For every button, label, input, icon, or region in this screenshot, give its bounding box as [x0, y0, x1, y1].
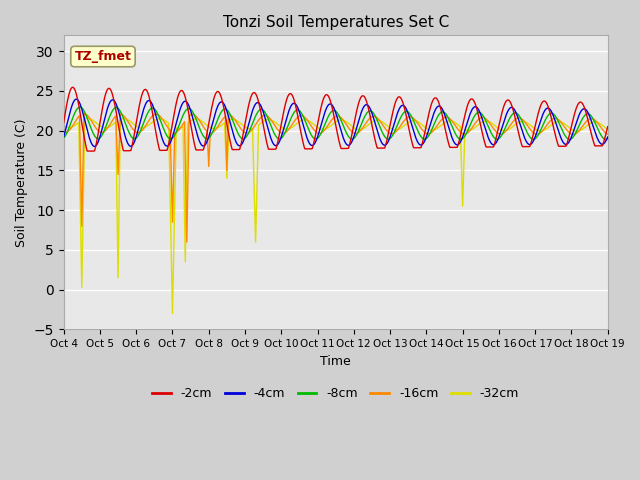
Text: TZ_fmet: TZ_fmet — [74, 50, 131, 63]
X-axis label: Time: Time — [320, 355, 351, 368]
Legend: -2cm, -4cm, -8cm, -16cm, -32cm: -2cm, -4cm, -8cm, -16cm, -32cm — [147, 383, 524, 406]
Y-axis label: Soil Temperature (C): Soil Temperature (C) — [15, 118, 28, 247]
Title: Tonzi Soil Temperatures Set C: Tonzi Soil Temperatures Set C — [223, 15, 449, 30]
